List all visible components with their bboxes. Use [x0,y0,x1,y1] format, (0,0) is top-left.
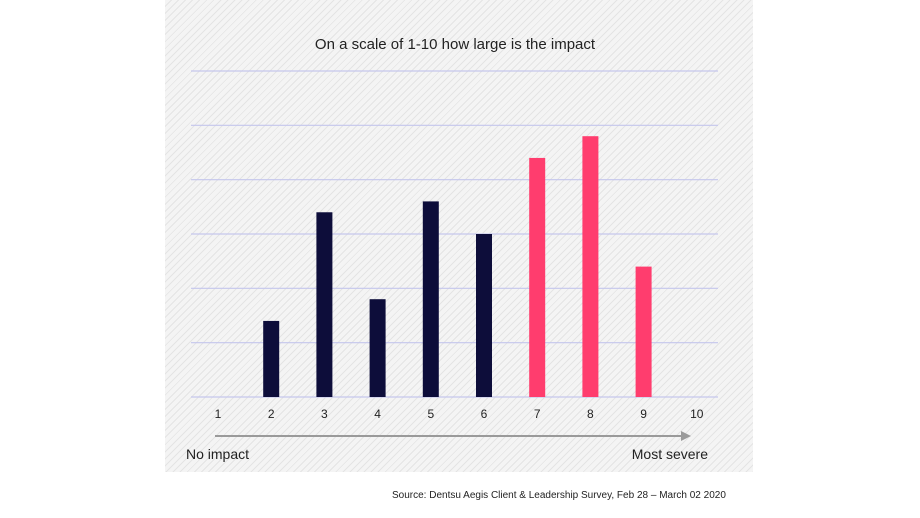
x-tick-label: 1 [215,407,222,421]
x-tick-label: 7 [534,407,541,421]
bars [263,136,652,397]
bar-7 [529,157,546,397]
x-tick-labels: 1 2 3 4 5 6 7 8 9 10 [215,407,704,421]
bar-8 [582,136,599,397]
x-tick-label: 6 [481,407,488,421]
x-tick-label: 3 [321,407,328,421]
x-tick-label: 8 [587,407,594,421]
bar-chart: On a scale of 1-10 how large is the impa… [186,36,718,462]
x-tick-label: 4 [374,407,381,421]
axis-start-label: No impact [186,446,249,462]
bar-4 [369,299,386,397]
chart-card: On a scale of 1-10 how large is the impa… [165,0,753,472]
axis-end-label: Most severe [632,446,708,462]
chart-title: On a scale of 1-10 how large is the impa… [315,36,596,53]
x-tick-label: 5 [427,407,434,421]
x-tick-label: 9 [640,407,647,421]
x-tick-label: 2 [268,407,275,421]
axis-arrow-head [681,431,691,441]
bar-5 [422,201,439,397]
x-tick-label: 10 [690,407,704,421]
bar-2 [263,320,280,397]
bar-3 [316,212,333,397]
bar-9 [635,266,652,397]
source-note: Source: Dentsu Aegis Client & Leadership… [392,490,726,501]
bar-6 [476,234,492,397]
